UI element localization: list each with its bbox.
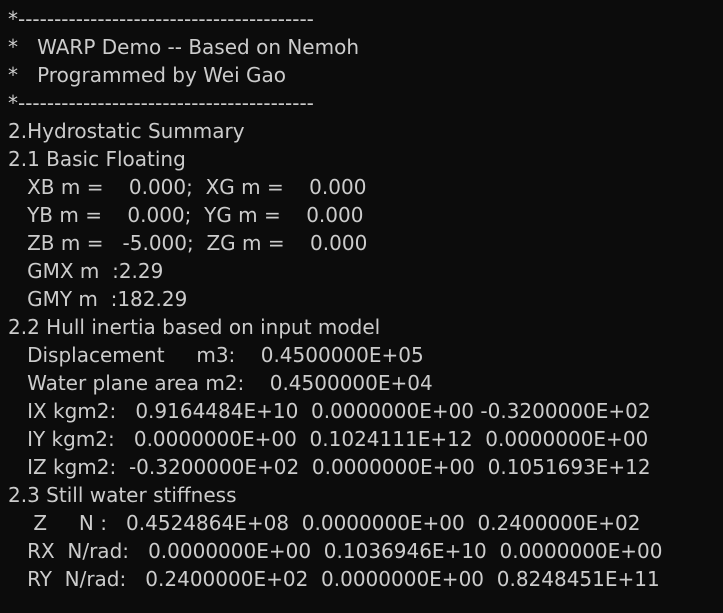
zb-zg-line: ZB m = -5.000; ZG m = 0.000 bbox=[8, 231, 368, 255]
stiffness-rx-line: RX N/rad: 0.0000000E+00 0.1036946E+10 0.… bbox=[8, 539, 663, 563]
stiffness-z-line: Z N : 0.4524864E+08 0.0000000E+00 0.2400… bbox=[8, 511, 641, 535]
banner-title: * WARP Demo -- Based on Nemoh bbox=[8, 35, 360, 59]
ix-line: IX kgm2: 0.9164484E+10 0.0000000E+00 -0.… bbox=[8, 399, 651, 423]
subsection-heading-hull-inertia: 2.2 Hull inertia based on input model bbox=[8, 315, 381, 339]
banner-top-border: *---------------------------------------… bbox=[8, 7, 314, 31]
subsection-heading-basic-floating: 2.1 Basic Floating bbox=[8, 147, 186, 171]
stiffness-ry-line: RY N/rad: 0.2400000E+02 0.0000000E+00 0.… bbox=[8, 567, 660, 591]
section-heading-hydrostatic-summary: 2.Hydrostatic Summary bbox=[8, 119, 245, 143]
displacement-line: Displacement m3: 0.4500000E+05 bbox=[8, 343, 424, 367]
xb-xg-line: XB m = 0.000; XG m = 0.000 bbox=[8, 175, 367, 199]
iz-line: IZ kgm2: -0.3200000E+02 0.0000000E+00 0.… bbox=[8, 455, 651, 479]
subsection-heading-still-water-stiffness: 2.3 Still water stiffness bbox=[8, 483, 237, 507]
yb-yg-line: YB m = 0.000; YG m = 0.000 bbox=[8, 203, 364, 227]
banner-bottom-border: *---------------------------------------… bbox=[8, 91, 314, 115]
banner-author: * Programmed by Wei Gao bbox=[8, 63, 286, 87]
gmx-line: GMX m :2.29 bbox=[8, 259, 164, 283]
iy-line: IY kgm2: 0.0000000E+00 0.1024111E+12 0.0… bbox=[8, 427, 649, 451]
water-plane-area-line: Water plane area m2: 0.4500000E+04 bbox=[8, 371, 433, 395]
gmy-line: GMY m :182.29 bbox=[8, 287, 188, 311]
